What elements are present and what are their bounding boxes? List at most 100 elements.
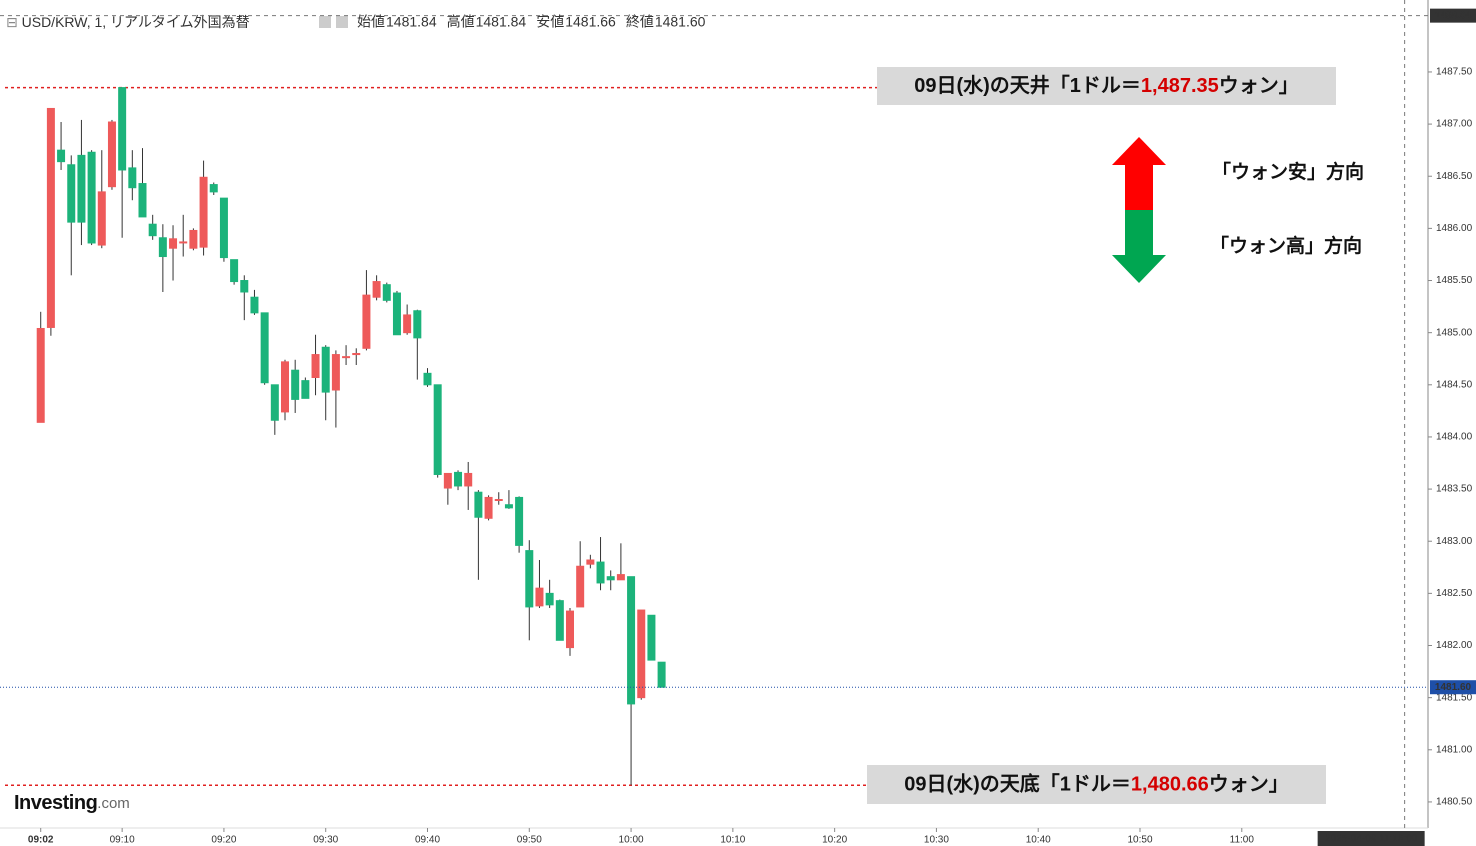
candle-body (199, 176, 208, 248)
candle-body (382, 284, 391, 301)
annotation: 09日(水)の天底「1ドル＝1,480.66ウォン」 (904, 772, 1289, 796)
icon (319, 16, 331, 28)
candle-body (97, 191, 106, 246)
x-tick-label: 10:20 (822, 835, 847, 846)
x-tick-label: 10:30 (924, 835, 949, 846)
collapse-icon: ⊟ (6, 14, 22, 30)
candle-body (494, 499, 503, 502)
candle-body (423, 372, 432, 386)
candle-body (179, 241, 188, 244)
candle-body (87, 151, 96, 244)
y-tick-label: 1483.00 (1436, 536, 1473, 547)
x-tick-label: 09:50 (517, 835, 542, 846)
x-tick-label: 10:10 (720, 835, 745, 846)
y-tick-label: 1481.00 (1436, 744, 1473, 755)
y-tick-label: 1487.00 (1436, 119, 1473, 130)
candle-body (67, 164, 76, 223)
candle-body (352, 353, 361, 356)
candle-body (627, 576, 636, 705)
x-tick-label: 09:30 (313, 835, 338, 846)
crosshair-x-box (1317, 831, 1425, 846)
candle-body (57, 149, 66, 163)
y-tick-label: 1487.50 (1436, 67, 1473, 78)
y-tick-label: 1482.00 (1436, 640, 1473, 651)
y-tick-label: 1486.00 (1436, 223, 1473, 234)
ohlc-label: 終値 (626, 14, 654, 30)
candle-body (392, 292, 401, 336)
candle-body (281, 361, 289, 413)
candle-body (545, 592, 554, 606)
candle-body (372, 281, 381, 298)
ohlc-value: 1481.66 (565, 14, 616, 30)
candle-body (209, 184, 218, 193)
x-tick-label: 10:00 (619, 835, 644, 846)
ohlc-label: 高値 (447, 14, 475, 30)
candle-body (616, 574, 625, 581)
candle-body (260, 312, 269, 384)
candle-body (230, 259, 239, 283)
y-tick-label: 1484.00 (1436, 432, 1473, 443)
candle-body (413, 310, 422, 339)
arrow-up (1112, 137, 1166, 210)
candle-body (189, 229, 198, 249)
x-tick-label: 09:20 (211, 835, 236, 846)
candle-body (301, 380, 310, 399)
candle-body (240, 280, 249, 293)
legend-label: 「ウォン安」方向 (1212, 160, 1364, 183)
candle-body (250, 296, 259, 314)
y-tick-label: 1485.50 (1436, 275, 1473, 286)
annotation-box (877, 67, 1336, 105)
candle-body (36, 327, 45, 423)
annotation-prefix: 09日(水)の天底「1ドル＝ (904, 772, 1131, 796)
candle-body (443, 472, 452, 489)
annotation-suffix: ウォン」 (1219, 74, 1299, 97)
candle-body (515, 496, 524, 546)
y-tick-label: 1483.50 (1436, 484, 1473, 495)
x-tick-label: 09:10 (110, 835, 135, 846)
y-tick-label: 1485.00 (1436, 327, 1473, 338)
candle-body (637, 609, 646, 699)
candle-body (403, 314, 412, 334)
candle-body (535, 587, 544, 607)
candle-body (464, 472, 473, 487)
candle-body (148, 223, 157, 237)
y-tick-label: 1486.50 (1436, 171, 1473, 182)
candle-body (169, 238, 178, 249)
candle-body (118, 87, 127, 171)
symbol: ⊟ USD/KRW, 1, リアルタイム外国為替 (6, 14, 250, 30)
symbol-text: USD/KRW, 1, リアルタイム外国為替 (22, 14, 250, 30)
candle-body (647, 614, 656, 661)
legend-label: 「ウォン高」方向 (1210, 234, 1362, 257)
last-price-label: 1481.60 (1435, 682, 1472, 693)
candle-body (291, 369, 300, 400)
annotation-value: 1,487.35 (1141, 75, 1219, 97)
candle-body (596, 561, 605, 584)
candle-body (331, 354, 340, 391)
candle-body (454, 471, 463, 487)
candle-body (270, 384, 279, 421)
x-tick-label: 10:50 (1127, 835, 1152, 846)
candle-body (606, 576, 615, 581)
ohlc-label: 安値 (536, 14, 564, 30)
annotation-box (867, 765, 1326, 804)
candle-body (657, 661, 666, 688)
candle-body (107, 121, 116, 188)
ohlc-value: 1481.84 (386, 14, 437, 30)
candle-body (128, 167, 137, 189)
y-tick-label: 1481.50 (1436, 692, 1473, 703)
candle-body (342, 356, 351, 359)
crosshair-y-box (1430, 8, 1476, 23)
candle-body (484, 496, 493, 519)
candle-body (474, 491, 483, 518)
logo-name: Investing (14, 792, 97, 814)
x-tick-label: 11:00 (1230, 835, 1255, 846)
logo-suffix: .com (97, 795, 130, 812)
ohlc-value: 1481.60 (655, 14, 706, 30)
candle-body (586, 559, 595, 565)
x-tick-label: 09:02 (28, 835, 54, 846)
candle-body (525, 550, 534, 608)
ohlc-fields: 始値 1481.84 高値 1481.84 安値 1481.66 終値 1481.60 (357, 14, 706, 30)
x-tick-label: 10:40 (1026, 835, 1051, 846)
candle-body (504, 504, 513, 509)
